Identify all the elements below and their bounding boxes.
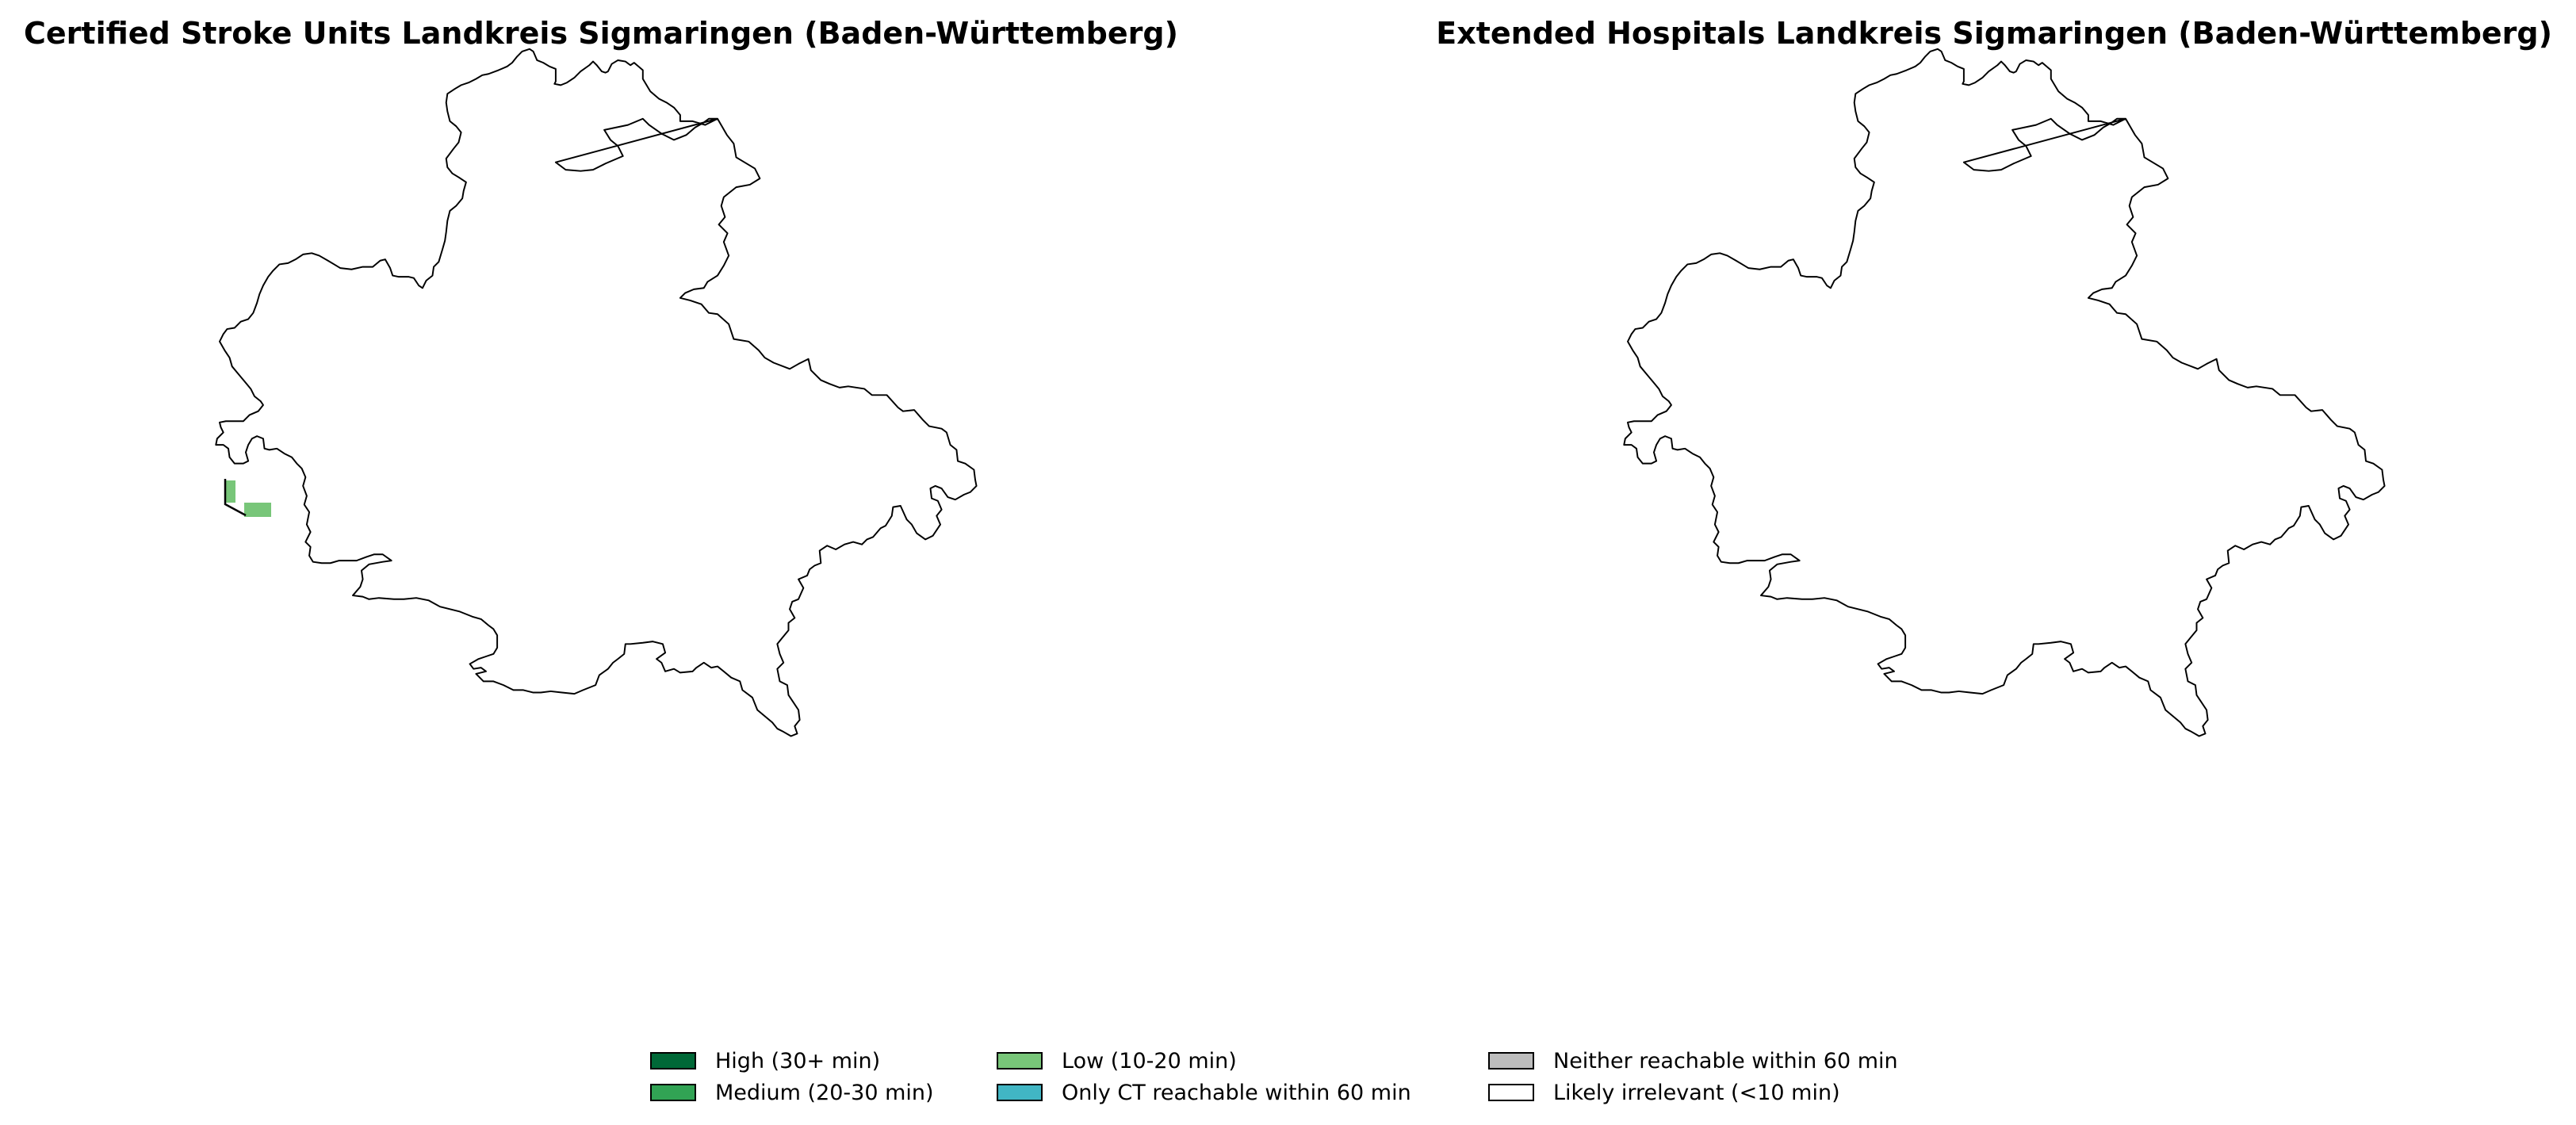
legend-item-high: High (30+ min) — [650, 1045, 880, 1077]
legend-item-neither: Neither reachable within 60 min — [1488, 1045, 1898, 1077]
map-title-stroke-units: Certified Stroke Units Landkreis Sigmari… — [24, 16, 1178, 51]
legend-label: High (30+ min) — [715, 1048, 881, 1073]
legend-label: Only CT reachable within 60 min — [1062, 1080, 1411, 1105]
map-stroke-units — [215, 48, 978, 737]
legend-swatch — [997, 1084, 1043, 1101]
district-outline-left — [215, 48, 978, 737]
legend-label: Neither reachable within 60 min — [1553, 1048, 1898, 1073]
legend-item-medium: Medium (20-30 min) — [650, 1077, 934, 1108]
district-boundary — [215, 48, 978, 737]
district-outline-right — [1623, 48, 2386, 737]
legend-item-low: Low (10-20 min) — [997, 1045, 1237, 1077]
legend-swatch — [997, 1052, 1043, 1070]
map-extended-hospitals — [1623, 48, 2386, 737]
legend-label: Medium (20-30 min) — [715, 1080, 934, 1105]
legend-label: Low (10-20 min) — [1062, 1048, 1237, 1073]
legend-swatch — [650, 1052, 696, 1070]
map-title-extended-hospitals: Extended Hospitals Landkreis Sigmaringen… — [1436, 16, 2552, 51]
highlight-cell-low — [244, 503, 271, 517]
highlight-cell-low — [226, 480, 235, 503]
legend-label: Likely irrelevant (<10 min) — [1553, 1080, 1840, 1105]
legend-swatch — [1488, 1052, 1534, 1070]
district-boundary — [1623, 48, 2386, 737]
highlight-cell-edge — [224, 479, 247, 517]
legend-swatch — [1488, 1084, 1534, 1101]
legend-item-only-ct: Only CT reachable within 60 min — [997, 1077, 1411, 1108]
legend-swatch — [650, 1084, 696, 1101]
legend: High (30+ min) Medium (20-30 min) Low (1… — [650, 1045, 1935, 1108]
legend-item-irrelevant: Likely irrelevant (<10 min) — [1488, 1077, 1840, 1108]
